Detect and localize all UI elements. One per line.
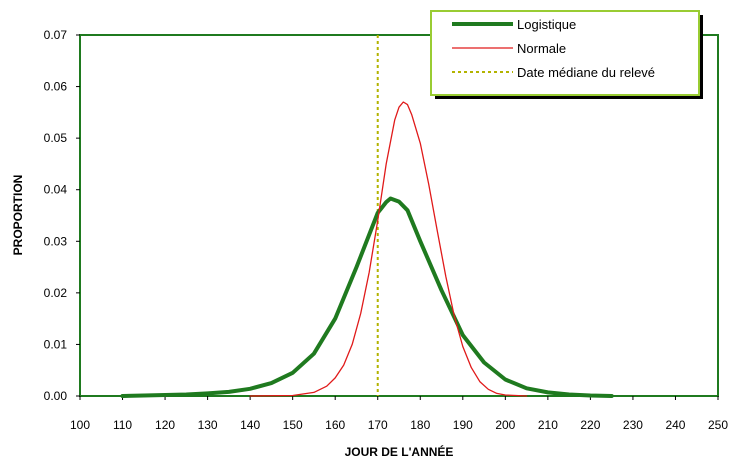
x-tick-label: 220 (580, 418, 600, 432)
y-tick-label: 0.03 (44, 234, 68, 248)
y-tick-label: 0.01 (44, 337, 68, 351)
x-tick-label: 210 (538, 418, 558, 432)
x-tick-label: 240 (665, 418, 685, 432)
x-tick-label: 100 (70, 418, 90, 432)
legend-label-normale: Normale (517, 41, 566, 56)
y-tick-label: 0.02 (44, 286, 68, 300)
x-tick-label: 120 (155, 418, 175, 432)
x-tick-label: 160 (325, 418, 345, 432)
x-tick-label: 130 (198, 418, 218, 432)
series-line-logistique (120, 196, 614, 398)
x-tick-label: 250 (708, 418, 728, 432)
x-tick-label: 230 (623, 418, 643, 432)
legend-label-logistique: Logistique (517, 17, 576, 32)
y-axis-ticks: 0.00 0.01 0.02 0.03 0.04 0.05 0.06 0.07 (44, 28, 80, 403)
series-line-normale (249, 101, 528, 397)
legend: Logistique Normale Date médiane du relev… (430, 10, 703, 99)
y-tick-label: 0.00 (44, 389, 68, 403)
y-tick-label: 0.06 (44, 80, 68, 94)
y-axis-title: PROPORTION (11, 175, 25, 256)
x-tick-label: 180 (410, 418, 430, 432)
x-tick-label: 200 (495, 418, 515, 432)
y-tick-label: 0.04 (44, 183, 68, 197)
x-axis-title: JOUR DE L'ANNÉE (345, 444, 454, 459)
x-axis-ticks: 100 110 120 130 140 150 160 170 180 190 200 210 220 2… (70, 396, 728, 432)
x-tick-label: 110 (113, 418, 132, 432)
x-tick-label: 190 (453, 418, 473, 432)
y-tick-label: 0.07 (44, 28, 68, 42)
y-tick-label: 0.05 (44, 131, 68, 145)
series-layer (120, 101, 614, 398)
legend-label-median-date: Date médiane du relevé (517, 65, 655, 80)
x-tick-label: 150 (283, 418, 303, 432)
x-tick-label: 140 (240, 418, 260, 432)
x-tick-label: 170 (368, 418, 388, 432)
